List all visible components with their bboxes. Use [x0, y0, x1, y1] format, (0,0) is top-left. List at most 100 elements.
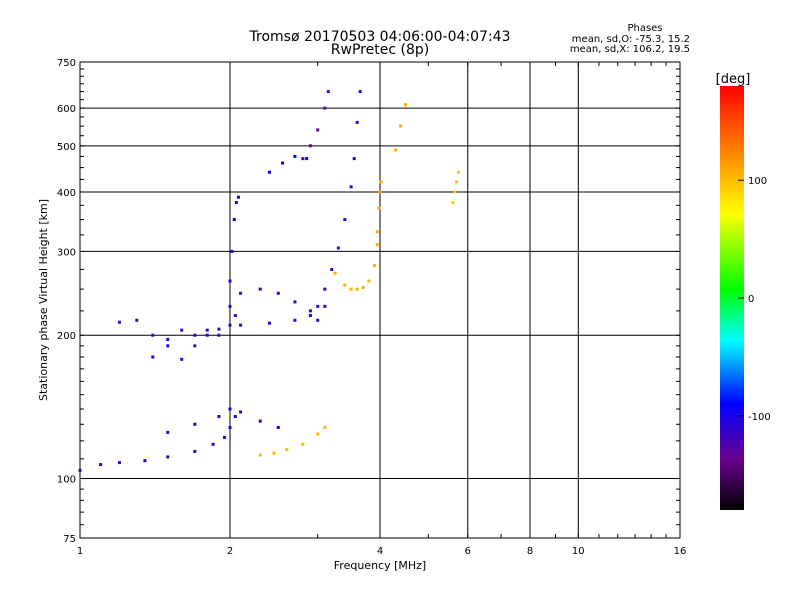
echo-point — [308, 309, 312, 313]
x-tick-label: 16 — [674, 546, 687, 557]
echo-point — [373, 264, 377, 268]
echo-point — [301, 442, 305, 446]
echo-point — [193, 422, 197, 426]
echo-point — [377, 206, 381, 210]
echo-point — [166, 455, 170, 459]
echo-point — [228, 304, 232, 308]
y-tick-label: 300 — [57, 247, 76, 258]
echo-point — [293, 318, 297, 322]
y-tick-label: 500 — [57, 142, 76, 153]
echo-point — [330, 267, 334, 271]
echo-point — [166, 430, 170, 434]
echo-point — [228, 425, 232, 429]
echo-point — [367, 279, 371, 283]
echo-point — [379, 180, 383, 184]
echo-point — [323, 287, 327, 291]
plot-area: 1 2 4 6 8 10 16 75 100 200 300 400 500 600 750 — [57, 58, 686, 557]
x-tick-label: 8 — [527, 546, 533, 557]
echo-point — [285, 448, 289, 452]
echo-point — [232, 218, 236, 222]
echo-point — [151, 333, 155, 337]
echo-point — [239, 291, 243, 295]
echo-point — [453, 190, 457, 194]
echo-point — [117, 461, 121, 465]
echo-point — [217, 327, 221, 331]
echo-point — [378, 190, 382, 194]
echo-point — [239, 410, 243, 414]
y-tick-label: 600 — [57, 104, 76, 115]
x-tick-label: 10 — [572, 546, 585, 557]
echo-point — [223, 435, 227, 439]
y-tick-label: 200 — [57, 331, 76, 342]
echo-point — [258, 287, 262, 291]
echo-point — [316, 128, 320, 132]
echo-point — [166, 344, 170, 348]
echo-point — [217, 414, 221, 418]
echo-point — [343, 283, 347, 287]
y-tick-label: 750 — [57, 58, 76, 69]
x-tick-label: 2 — [227, 546, 233, 557]
echo-point — [99, 463, 103, 467]
echo-point — [316, 432, 320, 436]
echo-point — [355, 120, 359, 124]
echo-point — [375, 243, 379, 247]
echo-point — [258, 453, 262, 457]
echo-point — [267, 321, 271, 325]
echo-point — [276, 425, 280, 429]
echo-point — [143, 459, 147, 463]
echo-point — [326, 90, 330, 94]
echo-point — [276, 291, 280, 295]
echo-point — [180, 328, 184, 332]
echo-point — [457, 170, 461, 174]
echo-point — [336, 246, 340, 250]
echo-point — [399, 124, 403, 128]
echo-point — [258, 419, 262, 423]
echo-point — [211, 442, 215, 446]
x-axis-label: Frequency [MHz] — [334, 559, 426, 572]
colorbar-tick-label: -100 — [748, 412, 771, 423]
echo-point — [281, 161, 285, 165]
y-tick-label: 75 — [63, 534, 76, 545]
echo-point — [343, 218, 347, 222]
echo-point — [135, 318, 139, 322]
y-axis-label: Stationary phase Virtual Height [km] — [37, 199, 50, 401]
echo-point — [352, 157, 356, 161]
echo-point — [78, 468, 82, 472]
echo-point — [361, 285, 365, 289]
echo-point — [193, 344, 197, 348]
echo-point — [205, 333, 209, 337]
echo-point — [233, 414, 237, 418]
echo-point — [239, 323, 243, 327]
echo-point — [403, 103, 407, 107]
echo-point — [451, 201, 455, 205]
echo-point — [180, 357, 184, 361]
colorbar-tick-label: 100 — [748, 176, 767, 187]
echo-point — [117, 320, 121, 324]
echo-point — [323, 425, 327, 429]
echo-point — [305, 157, 309, 161]
chart-subtitle: RwPretec (8p) — [331, 42, 429, 58]
phases-o: mean, sd,O: -75.3, 15.2 — [572, 34, 690, 45]
x-tick-label: 1 — [77, 546, 83, 557]
echo-point — [455, 180, 459, 184]
y-tick-label: 100 — [57, 475, 76, 486]
echo-point — [355, 287, 359, 291]
colorbar: [deg] 100 0 -100 — [716, 72, 771, 510]
colorbar-label: [deg] — [716, 72, 751, 87]
echo-point — [272, 451, 276, 455]
echo-point — [230, 249, 234, 253]
echo-point — [323, 106, 327, 110]
echo-point — [349, 185, 353, 189]
y-tick-label: 400 — [57, 188, 76, 199]
echo-point — [316, 318, 320, 322]
colorbar-tick-label: 0 — [748, 294, 754, 305]
echo-point — [228, 279, 232, 283]
echo-point — [228, 323, 232, 327]
echo-point — [394, 148, 398, 152]
phases-x: mean, sd,X: 106.2, 19.5 — [570, 44, 690, 55]
echo-point — [151, 355, 155, 359]
echo-point — [349, 287, 353, 291]
x-tick-label: 6 — [465, 546, 471, 557]
echo-point — [267, 170, 271, 174]
